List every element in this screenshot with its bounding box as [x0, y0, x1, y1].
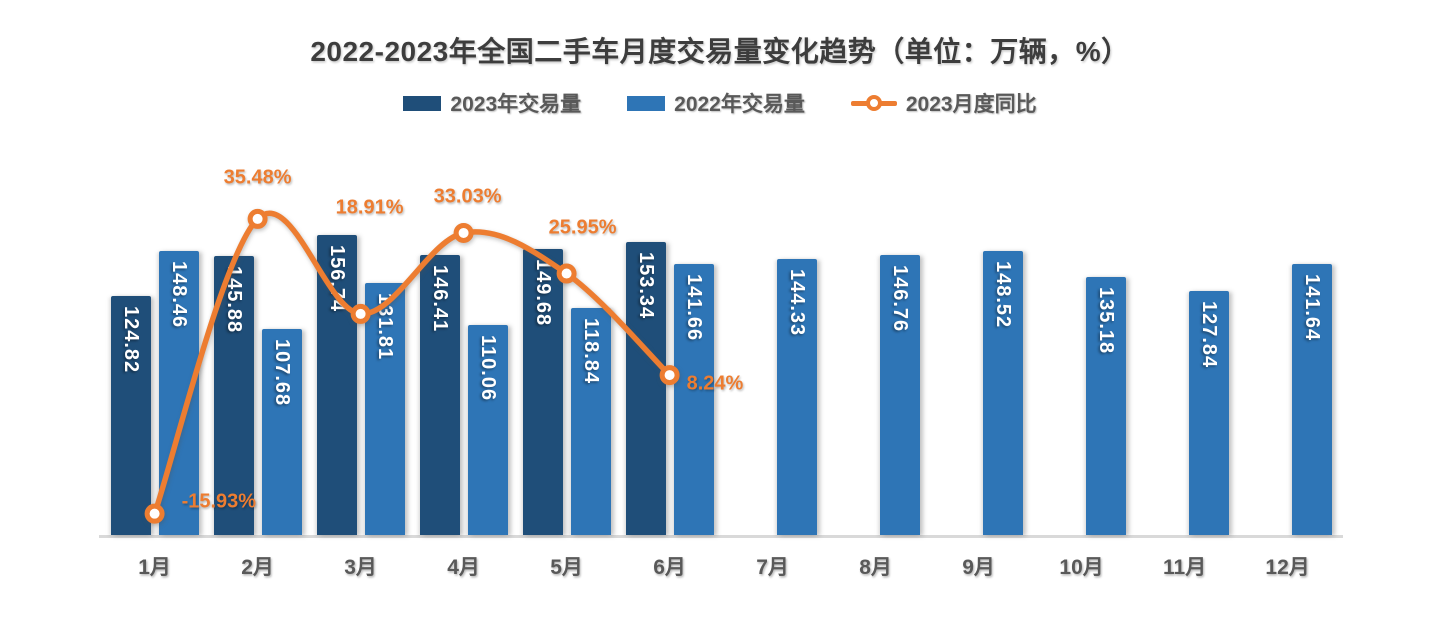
yoy-pct-label: 35.48%	[223, 166, 292, 189]
bar-value-label: 141.64	[1301, 274, 1324, 342]
bar-2022年交易量-12月: 141.64	[1291, 264, 1332, 535]
bar-value-label: 146.41	[429, 265, 452, 333]
bar-2022年交易量-5月: 118.84	[570, 307, 611, 535]
bar-value-label: 146.76	[889, 264, 912, 332]
legend-item-2022-volume: 2022年交易量	[627, 88, 805, 118]
bar-2022年交易量-2月: 107.68	[261, 329, 302, 535]
x-axis-label-11月: 11月	[1162, 556, 1207, 579]
bar-2023年交易量-6月: 153.34	[625, 241, 666, 535]
legend-item-yoy-line: 2023月度同比	[850, 88, 1037, 118]
bar-2022年交易量-6月: 141.66	[673, 264, 714, 535]
bar-value-label: 118.84	[580, 317, 603, 384]
bar-value-label: 110.06	[477, 334, 500, 401]
x-axis-label-1月: 1月	[138, 556, 171, 579]
yoy-pct-label: 8.24%	[686, 372, 744, 395]
x-axis-label-10月: 10月	[1059, 556, 1104, 579]
x-axis-label-12月: 12月	[1265, 556, 1310, 579]
yoy-pct-label: -15.93%	[181, 490, 257, 513]
bar-value-label: 145.88	[223, 266, 246, 334]
bar-value-label: 127.84	[1198, 300, 1221, 368]
bar-2022年交易量-9月: 148.52	[982, 251, 1023, 535]
bar-value-label: 149.68	[532, 258, 555, 327]
legend-label-yoy-line: 2023月度同比	[905, 93, 1037, 116]
x-axis-label-4月: 4月	[447, 556, 480, 579]
line-marker	[453, 222, 474, 243]
bar-value-label: 141.66	[683, 274, 706, 342]
chart-title: 2022-2023年全国二手车月度交易量变化趋势（单位：万辆，%）	[310, 36, 1130, 67]
bar-2023年交易量-1月: 124.82	[110, 296, 151, 535]
legend-item-2023-volume: 2023年交易量	[403, 88, 581, 118]
x-axis-line	[99, 534, 1343, 538]
x-axis-label-8月: 8月	[859, 556, 892, 579]
x-axis-label-7月: 7月	[756, 556, 789, 579]
bar-value-label: 131.81	[374, 293, 397, 361]
yoy-pct-label: 18.91%	[335, 196, 404, 219]
x-axis-label-6月: 6月	[653, 556, 686, 579]
yoy-pct-label: 33.03%	[433, 185, 502, 208]
bar-2022年交易量-3月: 131.81	[364, 283, 405, 535]
bar-value-label: 124.82	[120, 306, 143, 374]
bar-2022年交易量-7月: 144.33	[776, 259, 817, 535]
bar-value-label: 148.46	[168, 261, 191, 329]
legend-label-2023-volume: 2023年交易量	[450, 93, 582, 116]
yoy-pct-label: 25.95%	[548, 216, 617, 239]
legend-swatch-2023-bar	[403, 95, 442, 111]
bar-2023年交易量-3月: 156.74	[316, 235, 357, 535]
bar-2022年交易量-11月: 127.84	[1188, 290, 1229, 535]
bar-value-label: 148.52	[992, 261, 1015, 329]
chart-legend: 2023年交易量 2022年交易量 2023月度同比	[0, 88, 1440, 118]
bar-2022年交易量-8月: 146.76	[879, 254, 920, 535]
legend-swatch-yoy-line-icon	[850, 94, 897, 112]
bar-2023年交易量-5月: 149.68	[522, 248, 563, 535]
x-axis-label-9月: 9月	[962, 556, 995, 579]
bar-2023年交易量-4月: 146.41	[419, 255, 460, 535]
bar-2022年交易量-4月: 110.06	[467, 324, 508, 535]
legend-label-2022-volume: 2022年交易量	[674, 93, 805, 116]
bar-value-label: 156.74	[326, 245, 349, 313]
x-axis-label-2月: 2月	[241, 556, 274, 579]
x-axis-label-5月: 5月	[550, 556, 583, 579]
bar-2022年交易量-10月: 135.18	[1085, 276, 1126, 535]
legend-swatch-2022-bar	[627, 95, 666, 111]
bar-value-label: 153.34	[635, 251, 658, 320]
bar-value-label: 135.18	[1095, 286, 1118, 354]
line-marker	[247, 208, 268, 229]
x-axis-label-3月: 3月	[344, 556, 377, 579]
bar-value-label: 144.33	[786, 269, 809, 337]
bar-value-label: 107.68	[271, 339, 294, 407]
